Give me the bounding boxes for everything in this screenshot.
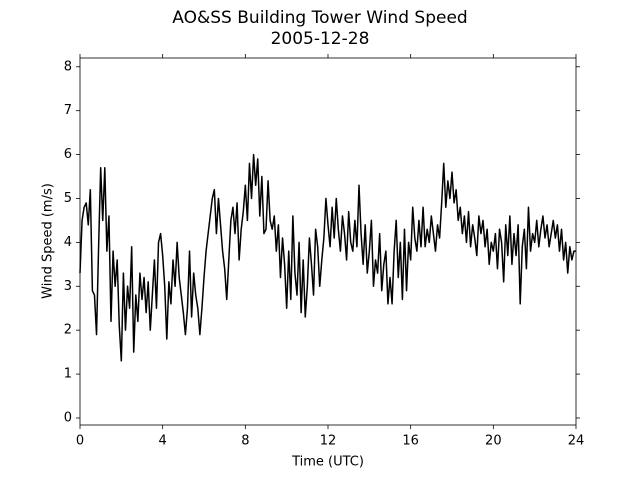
y-tick-label: 8 <box>64 59 72 74</box>
x-tick-label: 24 <box>568 434 585 449</box>
x-tick-label: 12 <box>320 434 337 449</box>
y-tick-label: 6 <box>64 147 72 162</box>
y-tick-label: 0 <box>64 410 72 425</box>
plot-frame <box>79 57 577 426</box>
x-tick-label: 4 <box>159 434 167 449</box>
y-tick-label: 5 <box>64 191 72 206</box>
x-tick-label: 8 <box>241 434 249 449</box>
x-axis-label: Time (UTC) <box>291 455 364 470</box>
x-tick-label: 0 <box>76 434 84 449</box>
y-tick-label: 2 <box>64 323 72 338</box>
x-tick-label: 16 <box>402 434 419 449</box>
y-axis-label: Wind Speed (m/s) <box>41 183 56 299</box>
y-tick-label: 7 <box>64 103 72 118</box>
x-tick-label: 20 <box>485 434 502 449</box>
y-tick-label: 1 <box>64 367 72 382</box>
y-tick-label: 3 <box>64 279 72 294</box>
chart-subtitle: 2005-12-28 <box>271 29 370 49</box>
y-tick-label: 4 <box>64 235 72 250</box>
data-line <box>79 153 576 362</box>
chart-title: AO&SS Building Tower Wind Speed <box>172 8 467 28</box>
